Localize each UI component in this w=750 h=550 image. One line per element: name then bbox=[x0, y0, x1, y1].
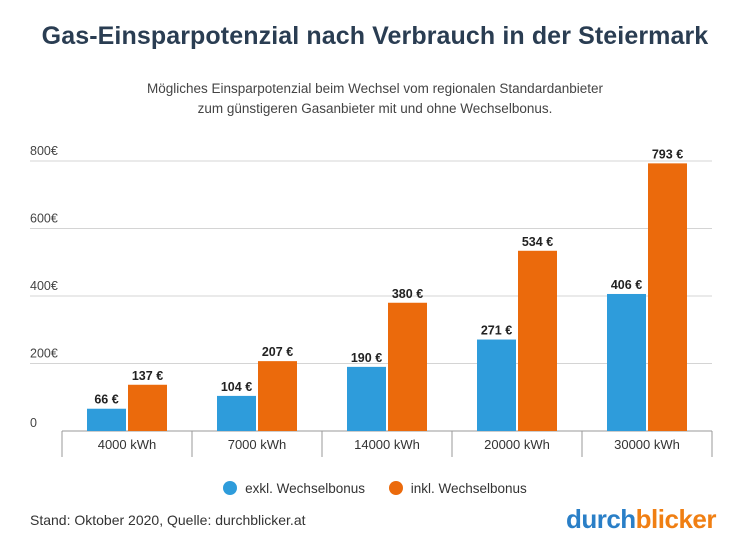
brand-logo-part2: blicker bbox=[635, 504, 717, 534]
y-tick-label: 0 bbox=[30, 416, 37, 430]
bar-exkl bbox=[347, 366, 386, 431]
legend-swatch-exkl bbox=[223, 480, 238, 495]
x-tick-label: 20000 kWh bbox=[484, 437, 550, 452]
bar-inkl bbox=[648, 163, 687, 432]
bar-exkl bbox=[607, 293, 646, 431]
data-label: 793 € bbox=[652, 147, 683, 161]
bar-chart: 0 200€ 400€ 600€ 800€ 4000 kWh 66 € 137 € 7000 k… bbox=[30, 144, 713, 457]
x-tick-label: 4000 kWh bbox=[98, 437, 157, 452]
legend-item-inkl: inkl. Wechselbonus bbox=[388, 480, 527, 496]
chart-legend: exkl. Wechselbonus inkl. Wechselbonus bbox=[0, 480, 750, 496]
data-label: 66 € bbox=[94, 393, 118, 407]
legend-label-inkl: inkl. Wechselbonus bbox=[410, 480, 527, 496]
bar-exkl bbox=[477, 339, 516, 431]
x-tick-label: 30000 kWh bbox=[614, 437, 680, 452]
data-label: 406 € bbox=[611, 278, 642, 292]
subtitle-line-2: zum günstigeren Gasanbieter mit und ohne… bbox=[197, 101, 553, 116]
y-tick-label: 400€ bbox=[30, 279, 58, 293]
data-label: 534 € bbox=[522, 235, 553, 249]
x-tick-label: 7000 kWh bbox=[228, 437, 287, 452]
data-label: 190 € bbox=[351, 351, 382, 365]
subtitle-line-1: Mögliches Einsparpotenzial beim Wechsel … bbox=[146, 81, 603, 96]
data-label: 207 € bbox=[262, 345, 293, 359]
brand-logo-part1: durch bbox=[565, 504, 636, 534]
chart-subtitle: Mögliches Einsparpotenzial beim Wechsel … bbox=[0, 79, 750, 119]
bar-inkl bbox=[128, 384, 167, 431]
legend-label-exkl: exkl. Wechselbonus bbox=[245, 480, 365, 496]
brand-logo: durchblicker bbox=[565, 504, 717, 535]
data-label: 271 € bbox=[481, 324, 512, 338]
bar-inkl bbox=[518, 250, 557, 431]
bar-exkl bbox=[87, 408, 126, 431]
legend-swatch-inkl bbox=[388, 480, 403, 495]
data-label: 104 € bbox=[221, 380, 252, 394]
data-label: 380 € bbox=[392, 287, 423, 301]
bar-exkl bbox=[217, 395, 256, 431]
source-note: Stand: Oktober 2020, Quelle: durchblicke… bbox=[30, 512, 306, 528]
chart-title: Gas-Einsparpotenzial nach Verbrauch in d… bbox=[41, 22, 709, 50]
y-tick-label: 600€ bbox=[30, 212, 58, 226]
y-tick-label: 800€ bbox=[30, 144, 58, 158]
bar-inkl bbox=[258, 361, 297, 431]
legend-item-exkl: exkl. Wechselbonus bbox=[223, 480, 365, 496]
y-tick-label: 200€ bbox=[30, 347, 58, 361]
bar-inkl bbox=[388, 302, 427, 431]
x-tick-label: 14000 kWh bbox=[354, 437, 420, 452]
data-label: 137 € bbox=[132, 369, 163, 383]
